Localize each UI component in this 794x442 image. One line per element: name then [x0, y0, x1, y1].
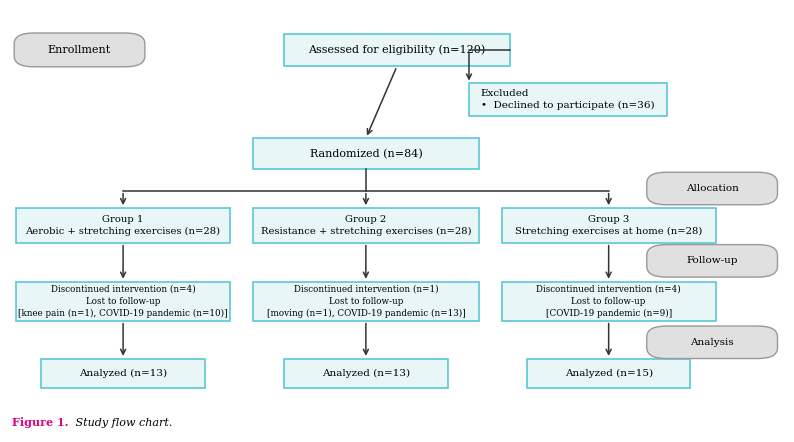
FancyBboxPatch shape	[647, 244, 777, 277]
Text: Follow-up: Follow-up	[686, 256, 738, 265]
FancyBboxPatch shape	[469, 84, 668, 116]
FancyBboxPatch shape	[41, 359, 205, 388]
Text: Figure 1.: Figure 1.	[12, 417, 68, 428]
FancyBboxPatch shape	[647, 172, 777, 205]
FancyBboxPatch shape	[16, 282, 230, 320]
Text: Analyzed (n=13): Analyzed (n=13)	[79, 369, 168, 378]
Text: Group 3
Stretching exercises at home (n=28): Group 3 Stretching exercises at home (n=…	[515, 215, 703, 236]
Text: Assessed for eligibility (n=120): Assessed for eligibility (n=120)	[308, 45, 486, 55]
Text: Study flow chart.: Study flow chart.	[71, 418, 172, 428]
FancyBboxPatch shape	[502, 208, 715, 243]
FancyBboxPatch shape	[527, 359, 690, 388]
FancyBboxPatch shape	[253, 282, 479, 320]
Text: Group 2
Resistance + stretching exercises (n=28): Group 2 Resistance + stretching exercise…	[260, 215, 471, 236]
FancyBboxPatch shape	[502, 282, 715, 320]
Text: Enrollment: Enrollment	[48, 45, 111, 55]
Text: Discontinued intervention (n=4)
Lost to follow-up
[knee pain (n=1), COVID-19 pan: Discontinued intervention (n=4) Lost to …	[18, 285, 228, 317]
FancyBboxPatch shape	[284, 359, 448, 388]
Text: Analysis: Analysis	[690, 338, 734, 347]
Text: Discontinued intervention (n=4)
Lost to follow-up
[COVID-19 pandemic (n=9)]: Discontinued intervention (n=4) Lost to …	[536, 285, 681, 317]
Text: Group 1
Aerobic + stretching exercises (n=28): Group 1 Aerobic + stretching exercises (…	[25, 215, 221, 236]
FancyBboxPatch shape	[647, 326, 777, 358]
Text: Randomized (n=84): Randomized (n=84)	[310, 149, 422, 159]
FancyBboxPatch shape	[14, 33, 145, 67]
FancyBboxPatch shape	[253, 138, 479, 169]
FancyBboxPatch shape	[16, 208, 230, 243]
FancyBboxPatch shape	[284, 34, 510, 66]
Text: Excluded
•  Declined to participate (n=36): Excluded • Declined to participate (n=36…	[480, 89, 654, 110]
FancyBboxPatch shape	[253, 208, 479, 243]
Text: Analyzed (n=13): Analyzed (n=13)	[322, 369, 410, 378]
Text: Discontinued intervention (n=1)
Lost to follow-up
[moving (n=1), COVID-19 pandem: Discontinued intervention (n=1) Lost to …	[267, 285, 465, 317]
Text: Allocation: Allocation	[686, 184, 738, 193]
Text: Analyzed (n=15): Analyzed (n=15)	[565, 369, 653, 378]
